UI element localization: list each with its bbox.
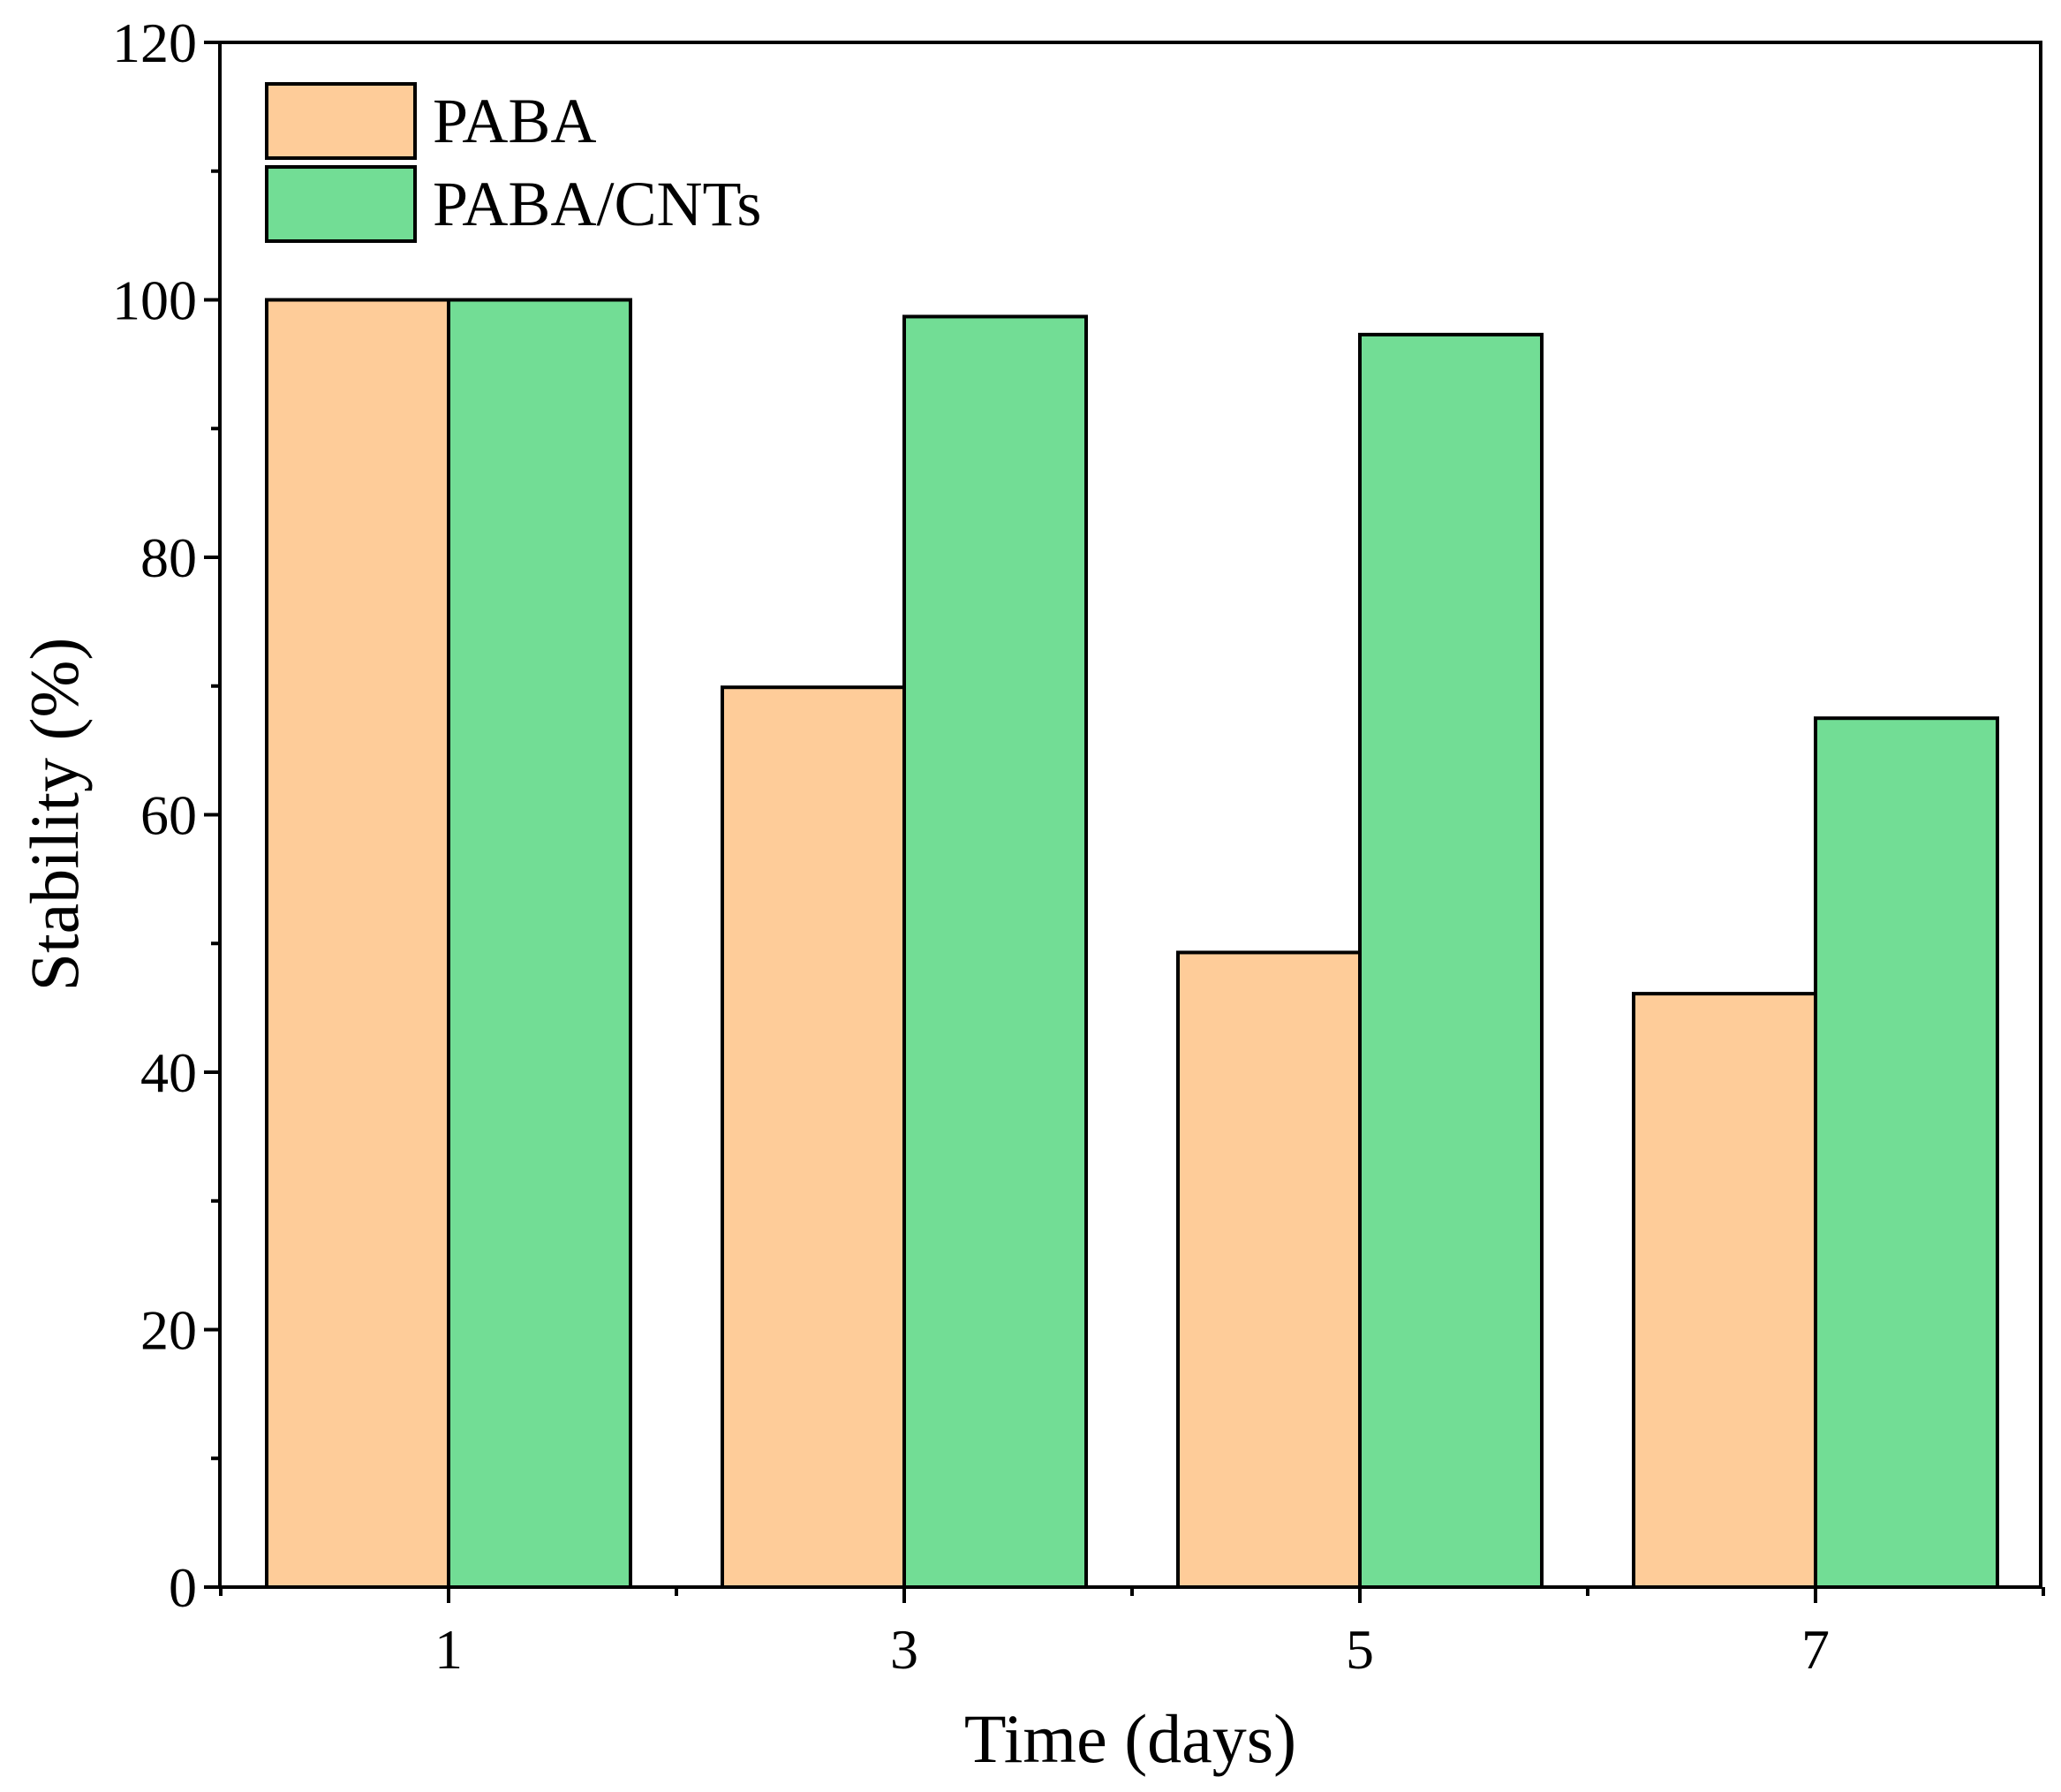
x-tick-label: 7 xyxy=(1801,1618,1830,1681)
y-tick-label: 40 xyxy=(140,1041,197,1104)
bars-layer xyxy=(265,298,1999,1589)
x-tick-label: 3 xyxy=(890,1618,918,1681)
y-tick-label: 0 xyxy=(169,1556,197,1619)
x-axis-label: Time (days) xyxy=(964,1700,1296,1777)
bar-paba-day-1 xyxy=(265,298,450,1589)
y-tick-label: 120 xyxy=(112,11,197,74)
y-tick-label: 20 xyxy=(140,1299,197,1362)
legend-swatch-paba xyxy=(265,82,417,160)
x-tick-label: 5 xyxy=(1346,1618,1374,1681)
y-tick-label: 80 xyxy=(140,526,197,589)
y-axis-label: Stability (%) xyxy=(16,638,93,992)
bar-paba-day-5 xyxy=(1176,950,1362,1589)
bar-paba-cnts-day-1 xyxy=(447,298,632,1589)
x-axis: 1 3 5 7 xyxy=(219,1587,2045,1681)
legend: PABA PABA/CNTs xyxy=(265,82,761,243)
y-tick-label: 60 xyxy=(140,784,197,847)
legend-label: PABA xyxy=(433,86,596,156)
bar-paba-cnts-day-7 xyxy=(1814,716,1999,1589)
y-tick-label: 100 xyxy=(112,269,197,332)
legend-label: PABA/CNTs xyxy=(433,169,761,239)
bar-paba-cnts-day-5 xyxy=(1358,332,1544,1589)
bar-paba-day-3 xyxy=(721,685,906,1589)
x-tick-label: 1 xyxy=(434,1618,463,1681)
y-axis: 0 20 40 60 80 100 120 xyxy=(112,11,220,1619)
bar-paba-cnts-day-3 xyxy=(902,314,1088,1589)
legend-swatch-paba-cnts xyxy=(265,165,417,243)
bar-paba-day-7 xyxy=(1632,992,1817,1589)
